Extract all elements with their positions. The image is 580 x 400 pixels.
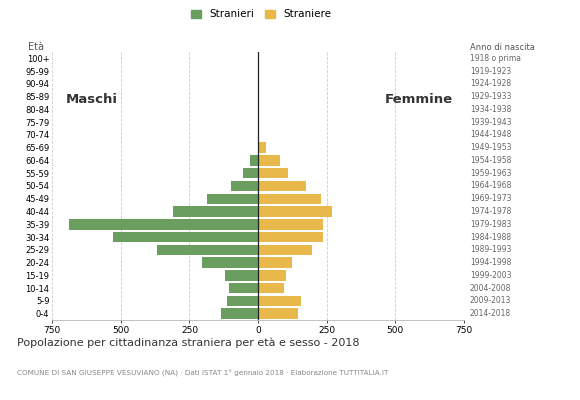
Bar bbox=[258, 219, 322, 230]
Text: 1949-1953: 1949-1953 bbox=[470, 143, 512, 152]
Text: Anno di nascita: Anno di nascita bbox=[470, 43, 535, 52]
Bar bbox=[258, 142, 266, 153]
Bar bbox=[258, 270, 285, 280]
Bar bbox=[258, 155, 280, 166]
Text: 1944-1948: 1944-1948 bbox=[470, 130, 511, 140]
Bar bbox=[243, 168, 258, 178]
Bar bbox=[258, 206, 332, 217]
Bar bbox=[258, 283, 284, 293]
Text: 1999-2003: 1999-2003 bbox=[470, 271, 512, 280]
Legend: Stranieri, Straniere: Stranieri, Straniere bbox=[191, 9, 331, 19]
Text: 1918 o prima: 1918 o prima bbox=[470, 54, 521, 63]
Text: Età: Età bbox=[28, 42, 44, 52]
Bar bbox=[258, 244, 311, 255]
Text: 1994-1998: 1994-1998 bbox=[470, 258, 511, 267]
Text: 1959-1963: 1959-1963 bbox=[470, 169, 512, 178]
Bar bbox=[202, 257, 258, 268]
Bar bbox=[68, 219, 258, 230]
Bar bbox=[258, 257, 292, 268]
Bar bbox=[258, 308, 298, 319]
Bar bbox=[258, 181, 306, 191]
Bar bbox=[258, 296, 300, 306]
Bar bbox=[157, 244, 258, 255]
Bar bbox=[229, 283, 258, 293]
Bar bbox=[258, 232, 322, 242]
Bar bbox=[207, 194, 258, 204]
Text: 1974-1978: 1974-1978 bbox=[470, 207, 511, 216]
Text: 1929-1933: 1929-1933 bbox=[470, 92, 511, 101]
Text: 1969-1973: 1969-1973 bbox=[470, 194, 512, 203]
Bar bbox=[231, 181, 258, 191]
Text: 1919-1923: 1919-1923 bbox=[470, 67, 511, 76]
Text: 2009-2013: 2009-2013 bbox=[470, 296, 511, 305]
Bar bbox=[258, 130, 259, 140]
Bar bbox=[258, 194, 321, 204]
Bar bbox=[250, 155, 258, 166]
Text: 1964-1968: 1964-1968 bbox=[470, 182, 511, 190]
Text: 1939-1943: 1939-1943 bbox=[470, 118, 512, 127]
Bar bbox=[113, 232, 258, 242]
Text: 2014-2018: 2014-2018 bbox=[470, 309, 511, 318]
Text: 1979-1983: 1979-1983 bbox=[470, 220, 511, 229]
Bar bbox=[221, 308, 258, 319]
Bar bbox=[173, 206, 258, 217]
Text: 1924-1928: 1924-1928 bbox=[470, 80, 511, 88]
Text: 1984-1988: 1984-1988 bbox=[470, 232, 511, 242]
Bar bbox=[258, 168, 288, 178]
Text: COMUNE DI SAN GIUSEPPE VESUVIANO (NA) · Dati ISTAT 1° gennaio 2018 · Elaborazion: COMUNE DI SAN GIUSEPPE VESUVIANO (NA) · … bbox=[17, 370, 389, 377]
Text: 1934-1938: 1934-1938 bbox=[470, 105, 511, 114]
Text: Femmine: Femmine bbox=[385, 93, 452, 106]
Text: 1989-1993: 1989-1993 bbox=[470, 245, 511, 254]
Text: 2004-2008: 2004-2008 bbox=[470, 284, 511, 292]
Bar bbox=[225, 270, 258, 280]
Text: Popolazione per cittadinanza straniera per età e sesso - 2018: Popolazione per cittadinanza straniera p… bbox=[17, 338, 360, 348]
Text: 1954-1958: 1954-1958 bbox=[470, 156, 511, 165]
Text: Maschi: Maschi bbox=[66, 93, 118, 106]
Bar bbox=[227, 296, 258, 306]
